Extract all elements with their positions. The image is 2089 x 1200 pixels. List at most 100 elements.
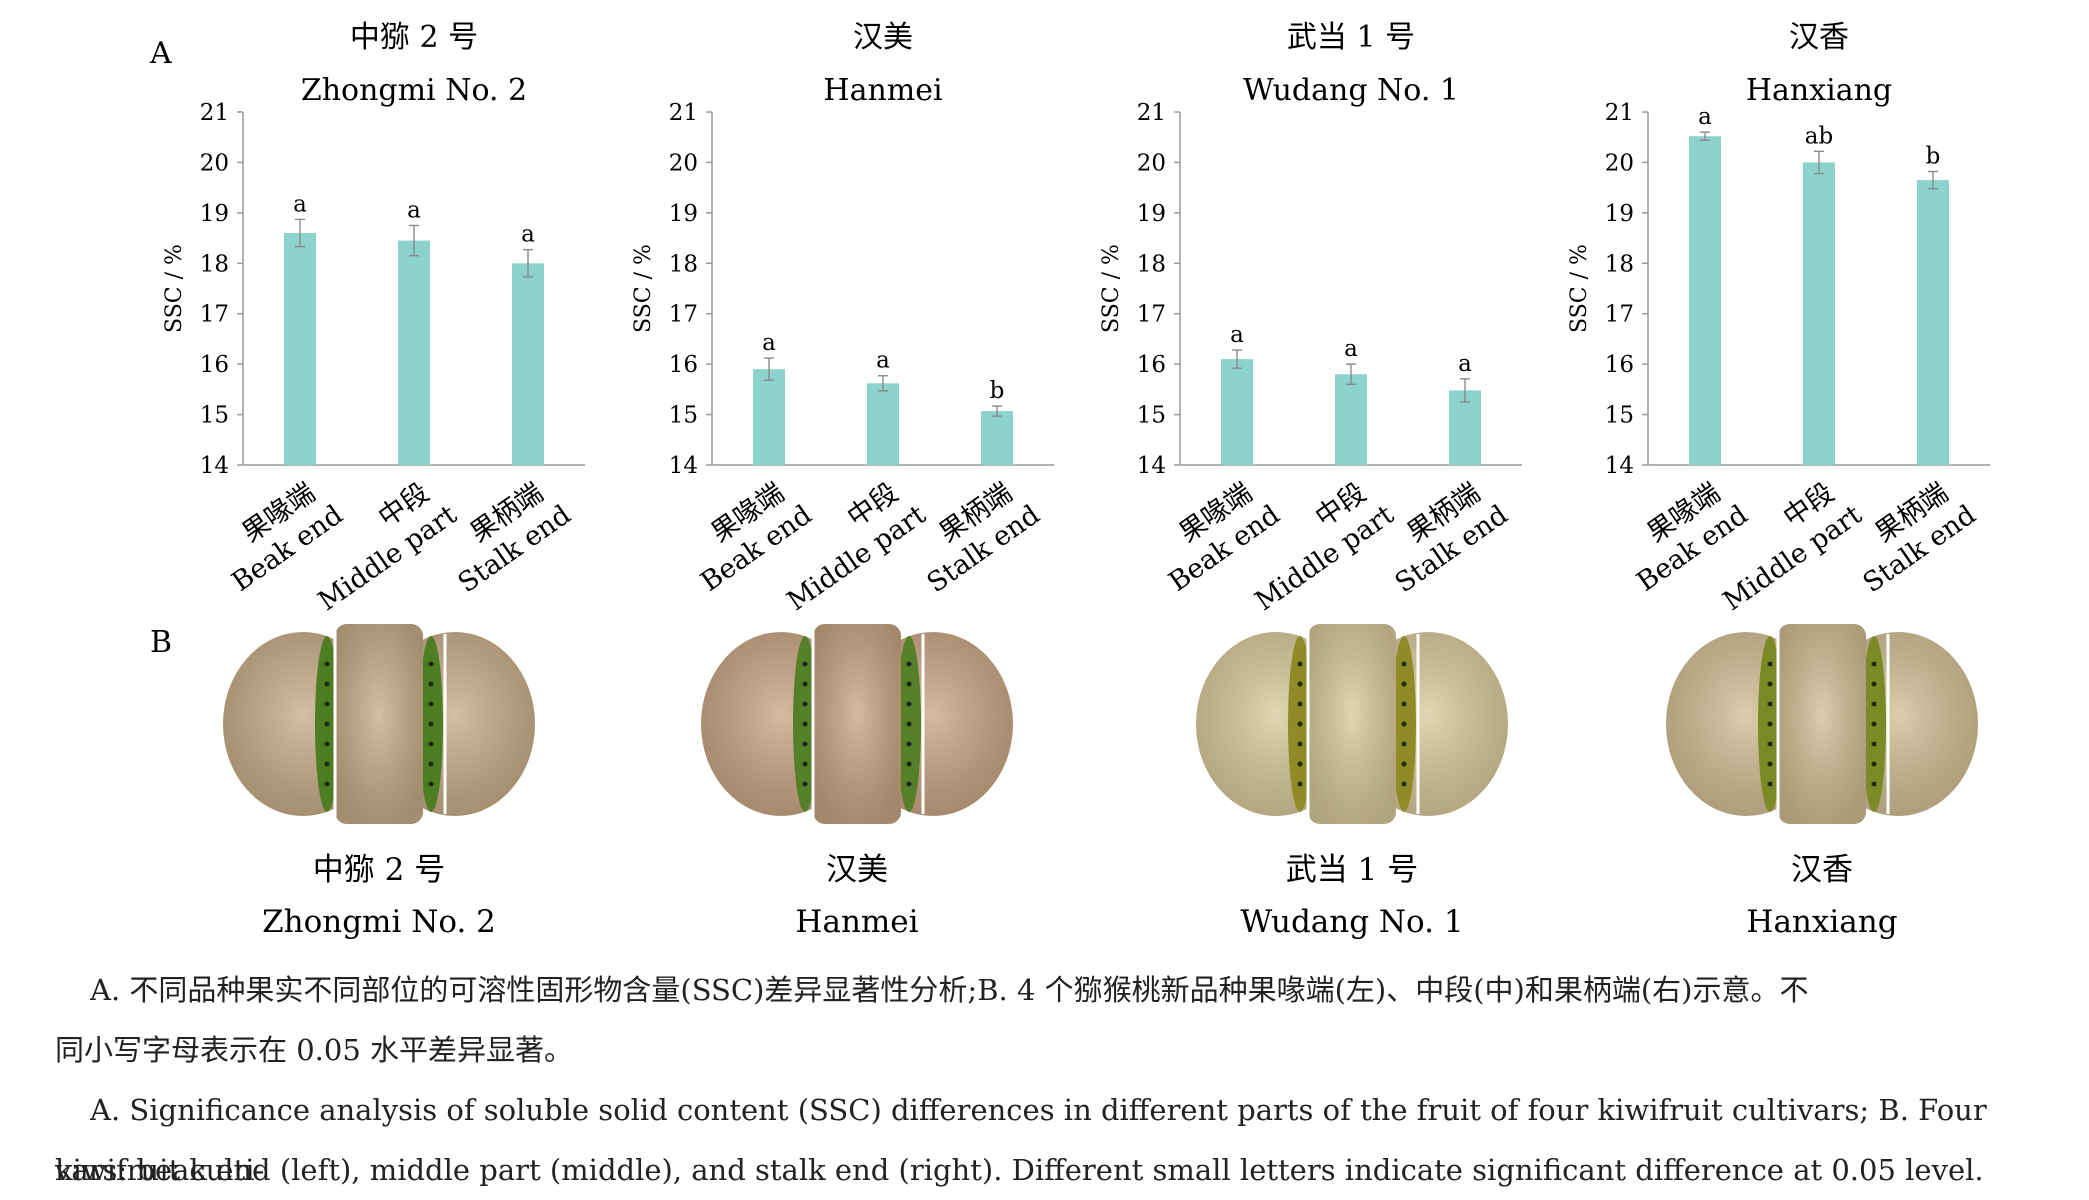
significance-letter: ab <box>1805 123 1833 149</box>
seed <box>802 741 808 747</box>
y-axis-label: SSC / % <box>162 244 187 333</box>
seed <box>1401 781 1407 787</box>
chart-1: 中猕 2 号 Zhongmi No. 2 14 15 16 17 18 19 20 21 SSC /… <box>162 20 585 617</box>
seed <box>324 681 330 687</box>
y-tick-label: 14 <box>1137 453 1166 479</box>
significance-letter: a <box>1344 336 1358 362</box>
seed <box>906 661 912 667</box>
y-tick-label: 16 <box>669 352 698 378</box>
seed <box>324 661 330 667</box>
y-tick-label: 17 <box>669 302 698 328</box>
chart-title-cn: 武当 1 号 <box>1287 20 1415 55</box>
seed <box>906 761 912 767</box>
y-tick-label: 19 <box>669 201 698 227</box>
y-tick-label: 14 <box>200 453 229 479</box>
seed <box>1871 781 1877 787</box>
chart-title-cn: 汉香 <box>1789 20 1849 55</box>
y-tick-label: 21 <box>1605 100 1634 126</box>
y-tick-label: 20 <box>1137 150 1166 176</box>
chart-title-cn: 汉美 <box>853 20 913 55</box>
photo-label-en: Hanxiang <box>1746 904 1897 940</box>
seed <box>324 781 330 787</box>
significance-letter: a <box>762 330 776 356</box>
significance-letter: a <box>876 348 890 374</box>
seed <box>906 721 912 727</box>
middle-piece-shade <box>1778 624 1866 824</box>
seed <box>428 681 434 687</box>
seed <box>428 701 434 707</box>
bar <box>981 411 1013 465</box>
seed <box>1871 741 1877 747</box>
significance-letter: b <box>1926 144 1941 170</box>
y-tick-label: 18 <box>1137 251 1166 277</box>
bar <box>284 233 316 465</box>
seed <box>324 701 330 707</box>
significance-letter: a <box>1458 351 1472 377</box>
bar <box>1689 136 1721 465</box>
y-tick-label: 14 <box>669 453 698 479</box>
significance-letter: b <box>990 378 1005 404</box>
seed <box>906 701 912 707</box>
significance-letter: a <box>1230 322 1244 348</box>
kiwifruit-photo-2: 汉美 Hanmei <box>701 624 1013 940</box>
y-axis-label: SSC / % <box>631 244 656 333</box>
y-tick-label: 16 <box>1137 352 1166 378</box>
seed <box>1767 681 1773 687</box>
caption-cn-line-2: 同小写字母表示在 0.05 水平差异显著。 <box>55 1033 574 1067</box>
y-tick-label: 15 <box>669 403 698 429</box>
bar <box>1803 162 1835 465</box>
photo-label-cn: 汉香 <box>1791 852 1853 888</box>
seed <box>1767 741 1773 747</box>
seed <box>428 661 434 667</box>
chart-title-en: Hanmei <box>823 73 942 108</box>
y-tick-label: 16 <box>200 352 229 378</box>
chart-title-en: Hanxiang <box>1746 73 1892 108</box>
bar <box>867 383 899 465</box>
seed <box>428 781 434 787</box>
chart-title-cn: 中猕 2 号 <box>350 20 478 55</box>
seed <box>1767 721 1773 727</box>
seed <box>1401 721 1407 727</box>
y-tick-label: 21 <box>669 100 698 126</box>
panel-label-b: B <box>150 625 172 660</box>
y-tick-label: 15 <box>200 403 229 429</box>
seed <box>1297 721 1303 727</box>
seed <box>428 741 434 747</box>
caption-en-line-2: vars: beak end (left), middle part (midd… <box>55 1153 1984 1187</box>
chart-title-en: Zhongmi No. 2 <box>301 73 527 108</box>
y-tick-label: 21 <box>1137 100 1166 126</box>
kiwifruit-photo-1: 中猕 2 号 Zhongmi No. 2 <box>223 624 535 940</box>
y-tick-label: 15 <box>1605 403 1634 429</box>
y-tick-label: 16 <box>1605 352 1634 378</box>
seed <box>1871 681 1877 687</box>
seed <box>802 761 808 767</box>
seed <box>1871 721 1877 727</box>
chart-4: 汉香 Hanxiang 14 15 16 17 18 19 20 21 SSC / % a 果喙端Bea… <box>1567 20 1990 617</box>
seed <box>1401 661 1407 667</box>
seed <box>1297 781 1303 787</box>
bar <box>398 240 430 465</box>
caption-en-line-1: A. Significance analysis of soluble soli… <box>55 1093 1987 1187</box>
y-tick-label: 17 <box>200 302 229 328</box>
bar <box>1449 390 1481 465</box>
photo-label-cn: 武当 1 号 <box>1286 852 1418 888</box>
seed <box>1297 701 1303 707</box>
seed <box>1871 701 1877 707</box>
y-tick-label: 15 <box>1137 403 1166 429</box>
seed <box>1767 761 1773 767</box>
seed <box>1401 741 1407 747</box>
y-axis-label: SSC / % <box>1567 244 1592 333</box>
seed <box>1871 661 1877 667</box>
seed <box>1401 761 1407 767</box>
panel-label-a: A <box>149 36 172 71</box>
significance-letter: a <box>407 197 421 223</box>
kiwifruit-photo-3: 武当 1 号 Wudang No. 1 <box>1196 624 1508 940</box>
figure-canvas: A B 中猕 2 号 Zhongmi No. 2 14 15 16 17 18 19 20 21 S… <box>149 20 1990 940</box>
seed <box>324 761 330 767</box>
